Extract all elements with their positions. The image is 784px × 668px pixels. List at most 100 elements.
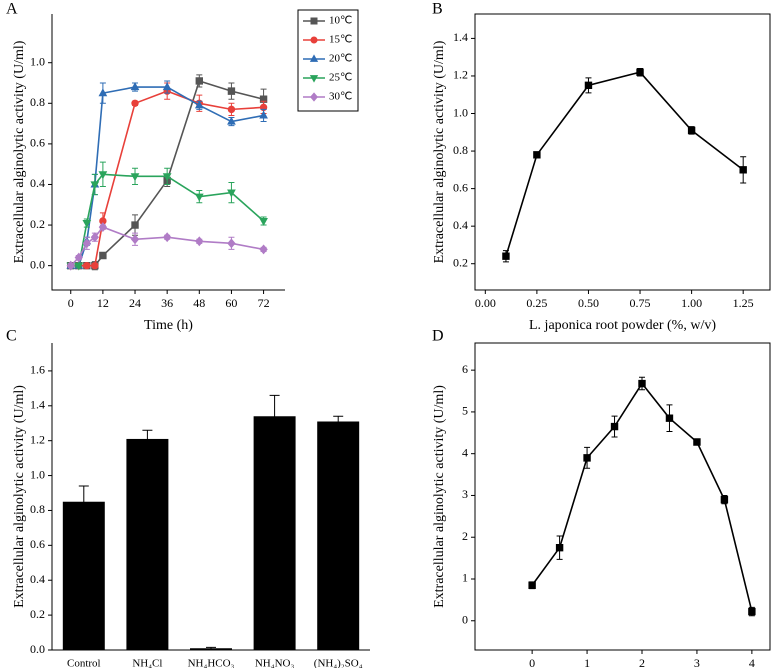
axis-frame — [474, 13, 771, 291]
y-tick-label: 4 — [462, 445, 468, 459]
y-tick-label: 0.4 — [30, 176, 45, 190]
bar — [317, 421, 360, 650]
marker — [310, 17, 318, 25]
marker — [227, 105, 236, 114]
marker — [99, 251, 107, 260]
marker — [98, 88, 108, 97]
x-tick-label: Control — [67, 658, 101, 668]
marker — [309, 54, 319, 62]
marker — [584, 81, 593, 90]
marker — [131, 99, 139, 107]
legend-box — [297, 9, 359, 112]
marker — [665, 414, 674, 422]
marker — [739, 166, 747, 174]
panel-label: D — [432, 328, 444, 345]
marker — [227, 189, 236, 198]
y-tick-label: 0.6 — [30, 136, 45, 150]
x-tick-label: NH₄NO₃ — [255, 658, 295, 668]
marker — [502, 252, 510, 260]
marker — [259, 244, 268, 255]
marker — [528, 581, 536, 589]
x-tick-label: NH₄HCO₃ — [188, 658, 235, 668]
y-tick-label: 0.6 — [453, 180, 468, 194]
error-bar — [78, 485, 89, 518]
axis-frame — [51, 14, 285, 291]
bar — [62, 501, 105, 650]
y-axis-label: Extracellular alginolytic activity (U/ml… — [12, 385, 27, 608]
marker — [98, 171, 108, 180]
marker — [310, 36, 318, 44]
marker — [131, 221, 139, 229]
marker — [687, 126, 696, 135]
marker — [309, 75, 319, 83]
y-tick-label: 0.0 — [30, 257, 45, 271]
series-line — [70, 86, 264, 267]
bar — [253, 416, 296, 650]
error-bar — [206, 646, 216, 650]
marker — [195, 236, 204, 247]
legend-label: 10℃ — [329, 15, 352, 27]
x-tick-label: 1 — [584, 656, 590, 668]
marker — [74, 262, 84, 271]
marker — [748, 607, 756, 616]
legend-label: 15℃ — [329, 34, 352, 46]
marker — [130, 173, 140, 182]
marker — [90, 232, 100, 243]
error-bar — [142, 429, 153, 449]
x-tick-label: 1.25 — [733, 296, 754, 310]
marker — [583, 454, 591, 462]
y-tick-label: 0 — [462, 613, 468, 627]
y-tick-label: 1 — [462, 571, 468, 585]
marker — [82, 219, 92, 228]
y-tick-label: 5 — [462, 404, 468, 418]
y-tick-label: 6 — [462, 362, 468, 376]
y-tick-label: 2 — [462, 529, 468, 543]
marker — [227, 87, 236, 95]
error-bar — [333, 415, 344, 428]
x-tick-label: 0 — [529, 656, 535, 668]
x-tick-label: 0.00 — [475, 296, 496, 310]
y-tick-label: 0.0 — [30, 642, 45, 656]
marker — [82, 238, 91, 249]
marker — [555, 543, 564, 552]
marker — [227, 116, 236, 125]
marker — [91, 261, 99, 270]
panel-label: C — [6, 328, 17, 345]
y-tick-label: 0.6 — [30, 537, 45, 551]
x-tick-label: 24 — [129, 296, 141, 310]
y-tick-label: 0.4 — [453, 218, 468, 232]
marker — [638, 379, 646, 388]
y-tick-label: 1.4 — [30, 398, 45, 412]
y-tick-label: 3 — [462, 487, 468, 501]
y-tick-label: 0.8 — [30, 502, 45, 516]
y-axis-label: Extracellular alginolytic activity (U/ml… — [432, 40, 447, 263]
legend-label: 25℃ — [329, 72, 352, 84]
marker — [74, 252, 83, 263]
marker — [83, 261, 91, 270]
marker — [162, 82, 172, 91]
y-tick-label: 0.2 — [30, 217, 45, 231]
x-tick-label: NH₄Cl — [132, 658, 162, 668]
x-tick-label: 0.75 — [630, 296, 651, 310]
y-tick-label: 1.0 — [30, 467, 45, 481]
error-bar — [269, 394, 280, 438]
marker — [693, 438, 701, 446]
bar — [126, 438, 169, 650]
marker — [227, 238, 236, 249]
marker — [194, 100, 204, 109]
y-tick-label: 1.2 — [453, 68, 468, 82]
y-tick-label: 0.2 — [30, 607, 45, 621]
x-tick-label: 72 — [258, 296, 270, 310]
legend-label: 20℃ — [329, 53, 352, 65]
x-tick-label: 0 — [68, 296, 74, 310]
y-axis-label: Extracellular alginolytic activity (U/ml… — [432, 385, 447, 608]
marker — [310, 92, 318, 102]
y-axis-label: Extracellular alginolytic activity (U/ml… — [12, 40, 27, 263]
y-tick-label: 1.0 — [30, 54, 45, 68]
x-tick-label: 4 — [749, 656, 755, 668]
x-tick-label: 2 — [639, 656, 645, 668]
x-tick-label: 60 — [225, 296, 237, 310]
x-tick-label: 36 — [161, 296, 173, 310]
x-tick-label: 0.50 — [578, 296, 599, 310]
